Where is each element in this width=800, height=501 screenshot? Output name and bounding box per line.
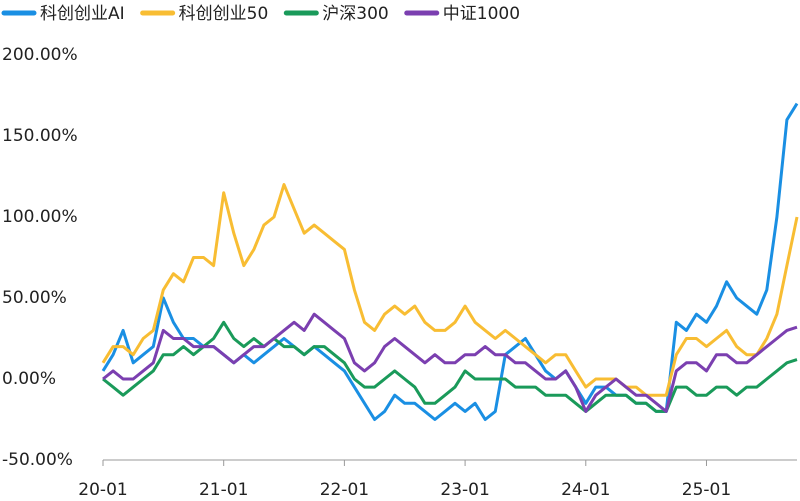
x-tick-label: 22-01 — [320, 480, 369, 500]
x-tick-label: 24-01 — [561, 480, 610, 500]
x-tick-label: 21-01 — [199, 480, 248, 500]
legend-label: 沪深300 — [322, 4, 388, 24]
x-tick-label: 20-01 — [78, 480, 127, 500]
y-tick-label: 0.00% — [2, 369, 56, 389]
x-tick-label: 25-01 — [682, 480, 731, 500]
x-tick-label: 23-01 — [440, 480, 489, 500]
y-tick-label: 150.00% — [2, 126, 78, 146]
y-tick-label: 200.00% — [2, 45, 78, 65]
y-tick-label: 50.00% — [2, 288, 67, 308]
series-line — [102, 320, 798, 413]
y-tick-label: -50.00% — [2, 450, 73, 470]
y-tick-label: 100.00% — [2, 207, 78, 227]
legend-label: 科创创业AI — [40, 4, 125, 24]
series-line — [101, 183, 799, 397]
legend-label: 科创创业50 — [179, 4, 269, 24]
legend-label: 中证1000 — [443, 4, 520, 24]
series-line — [102, 312, 798, 413]
